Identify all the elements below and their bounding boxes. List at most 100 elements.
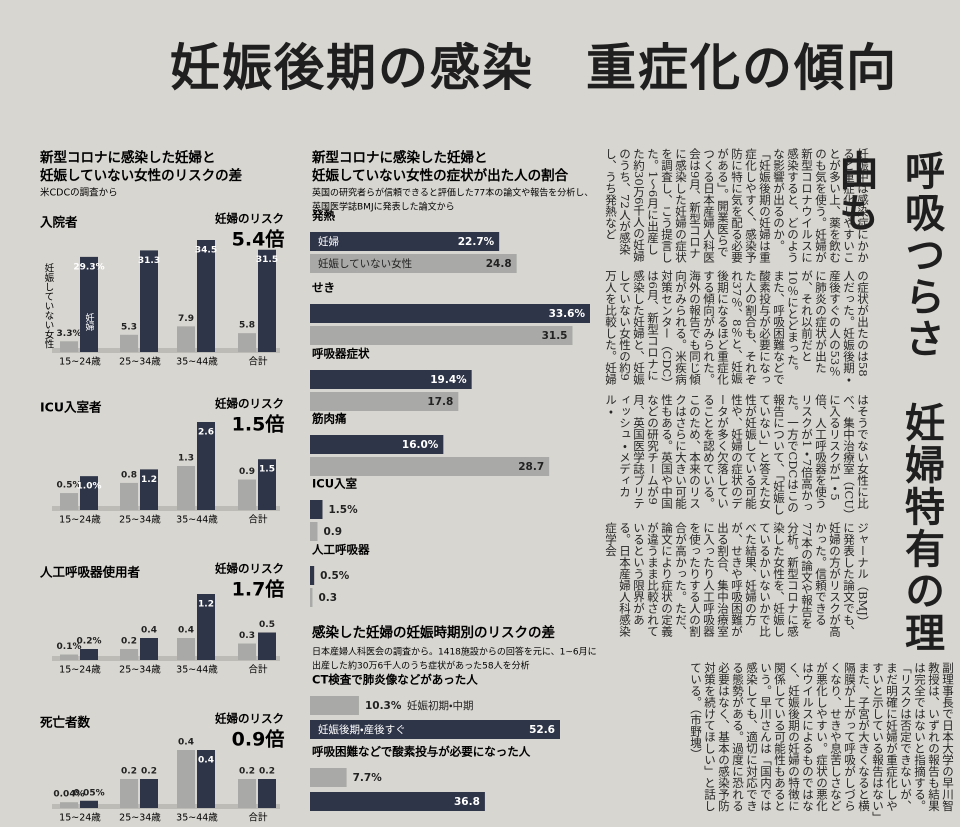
- value-label: 2.6: [198, 428, 214, 438]
- bar: [197, 422, 215, 510]
- value-label: 0.5%: [320, 570, 350, 582]
- value-label: 0.5: [259, 620, 275, 630]
- chart-title: 新型コロナに感染した妊婦と: [311, 149, 488, 166]
- value-label: 22.7%: [458, 236, 495, 248]
- value-label: 36.8: [454, 796, 480, 808]
- bar: [80, 476, 98, 510]
- risk-title: 妊婦のリスク: [215, 562, 284, 576]
- category-label: 発熱: [311, 209, 335, 223]
- value-label: 0.5%: [57, 481, 82, 491]
- value-label: 0.2: [259, 767, 275, 777]
- x-tick-label: 15~24歳: [59, 514, 101, 526]
- bar: [60, 341, 78, 352]
- value-label: 31.3: [138, 256, 160, 266]
- bar: [238, 479, 256, 510]
- article-block: はそうでない女性に比べ、集中治療室（ICU）に入るリスクが1・5倍、人工呼吸器を…: [604, 394, 870, 515]
- article-block: の症状が出たのは58人だった。妊娠後期・産後すぐの人の53％に肺炎の症状が出たが…: [604, 270, 870, 385]
- bar: [197, 240, 215, 352]
- bar: [310, 792, 485, 811]
- value-label: 3.3%: [57, 329, 82, 339]
- article-block: 副理事長で日本大学の早川智教授は、いずれの報告も結果は完全ではないと指摘する。「…: [689, 662, 955, 818]
- bar: [258, 459, 276, 510]
- value-label: 5.3: [121, 322, 137, 332]
- value-label: 17.8: [427, 396, 453, 408]
- value-label: 29.3%: [73, 262, 104, 272]
- chart-title: 妊娠していない女性の症状が出た人の割合: [312, 167, 569, 184]
- value-label: 0.2: [121, 637, 137, 647]
- value-label: 7.7%: [353, 772, 383, 784]
- x-tick-label: 合計: [248, 664, 268, 676]
- bar: [310, 696, 359, 715]
- note: 出産した約30万6千人のうち症状があった58人を分析: [312, 660, 530, 672]
- category-label: ICU入室: [312, 477, 358, 491]
- bar: [310, 392, 459, 411]
- bar: [80, 800, 98, 808]
- value-label: 0.4: [178, 626, 194, 636]
- bar: [80, 256, 98, 352]
- x-tick-label: 25~34歳: [119, 356, 161, 368]
- panel-title: 人工呼吸器使用者: [39, 565, 141, 580]
- note: 日本産婦人科医会の調査から。1418施設からの回答を元に、1~6月に: [312, 646, 597, 658]
- x-tick-label: 合計: [248, 812, 268, 824]
- bar: [140, 250, 158, 352]
- value-label: 19.4%: [430, 374, 467, 386]
- x-tick-label: 35~44歳: [176, 664, 218, 676]
- value-label: 0.9: [324, 526, 343, 538]
- panel-title: ICU入室者: [40, 400, 102, 415]
- risk-label: 0.9倍: [232, 728, 285, 751]
- x-tick-label: 15~24歳: [59, 356, 101, 368]
- value-label: 10.3%: [365, 700, 402, 712]
- value-label: 0.8: [121, 470, 137, 480]
- value-label: 34.5: [195, 246, 217, 256]
- bar: [310, 254, 517, 273]
- x-tick-label: 35~44歳: [176, 812, 218, 824]
- bar: [177, 750, 195, 808]
- x-tick-label: 35~44歳: [176, 514, 218, 526]
- value-label: 0.4: [141, 626, 157, 636]
- section-title: 妊娠していない女性のリスクの差: [40, 167, 243, 184]
- value-label: 0.3: [319, 592, 338, 604]
- bar: [177, 326, 195, 352]
- x-tick-label: 25~34歳: [119, 664, 161, 676]
- bar: [177, 638, 195, 660]
- value-label: 0.2: [141, 767, 157, 777]
- bar: [120, 482, 138, 510]
- category-label: 呼吸困難などで酸素投与が必要になった人: [312, 745, 531, 759]
- value-label: 1.2: [141, 475, 157, 485]
- risk-title: 妊婦のリスク: [215, 212, 284, 226]
- bar: [310, 370, 472, 389]
- legend-label: 妊娠初期・中期: [407, 699, 474, 712]
- category-label: 呼吸器症状: [312, 347, 370, 361]
- legend-label: 妊娠していない女性: [43, 263, 55, 350]
- risk-title: 妊婦のリスク: [215, 397, 284, 411]
- bar: [310, 720, 560, 739]
- value-label: 28.7: [518, 461, 544, 473]
- bar: [120, 334, 138, 352]
- x-tick-label: 15~24歳: [59, 664, 101, 676]
- bar: [310, 457, 550, 476]
- value-label: 0.9: [239, 467, 255, 477]
- bar: [177, 466, 195, 510]
- value-label: 1.0%: [77, 482, 102, 492]
- bar: [60, 654, 78, 660]
- baseline-band: [52, 348, 280, 353]
- x-tick-label: 25~34歳: [119, 812, 161, 824]
- value-label: 31.5: [256, 255, 278, 265]
- legend-label: 妊娠後期・産後すぐ: [318, 723, 406, 736]
- bar: [80, 649, 98, 660]
- value-label: 1.2: [198, 600, 214, 610]
- article-block: 妊娠中は感染症にかかると重症化しやすいことが多い上、薬を飲むのも気を使う。妊婦が…: [604, 148, 870, 263]
- note: 英国医学誌BMJに発表した論文から: [312, 201, 455, 213]
- value-label: 0.1%: [57, 642, 82, 652]
- bar: [60, 493, 78, 510]
- bar: [310, 566, 315, 585]
- bar: [310, 435, 444, 454]
- value-label: 31.5: [542, 330, 568, 342]
- value-label: 33.6%: [549, 308, 586, 320]
- value-label: 0.2%: [77, 637, 102, 647]
- category-label: 筋肉痛: [311, 412, 347, 426]
- category-label: CT検査で肺炎像などがあった人: [312, 673, 478, 687]
- bar: [258, 632, 276, 660]
- bar: [310, 326, 573, 345]
